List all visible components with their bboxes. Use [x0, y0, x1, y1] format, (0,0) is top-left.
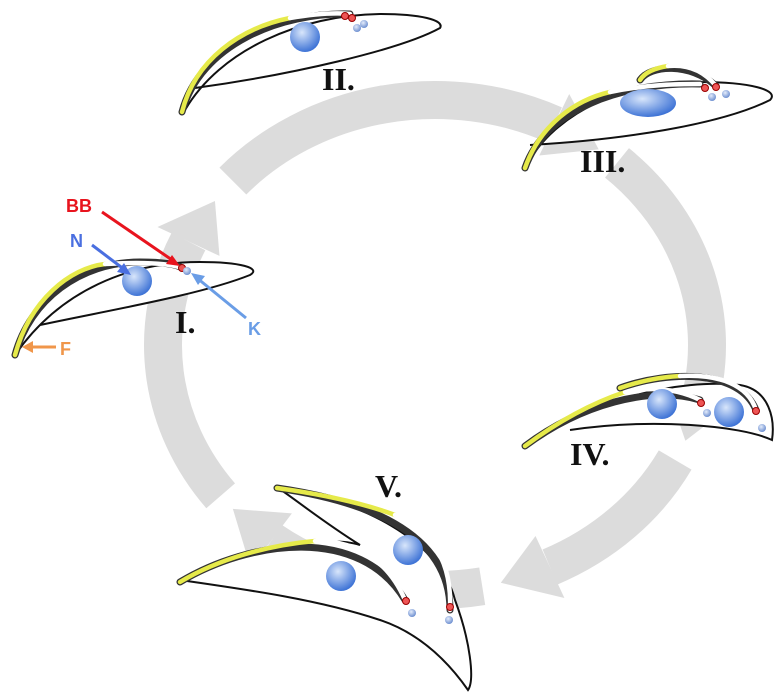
diagram: I. II. III. IV. V. BB N K F [0, 0, 775, 695]
basal-body [702, 85, 709, 92]
cell-1 [15, 262, 253, 355]
kinetoplast [360, 20, 368, 28]
basal-body [698, 400, 705, 407]
annotation-label: F [60, 339, 71, 359]
kinetoplast [703, 409, 711, 417]
basal-body [753, 408, 760, 415]
cycle-arrow [617, 163, 707, 396]
annotation-label: N [70, 231, 83, 251]
kinetoplast [722, 90, 730, 98]
kinetoplast [445, 616, 453, 624]
basal-body [403, 598, 410, 605]
nucleus [326, 561, 356, 591]
nucleus [620, 89, 676, 117]
kinetoplast [353, 24, 361, 32]
nucleus [290, 22, 320, 52]
nucleus [393, 535, 423, 565]
basal-body [713, 84, 720, 91]
cycle-arrows [157, 94, 734, 598]
stage-label: V. [375, 468, 402, 504]
annotation-label: K [248, 319, 261, 339]
stage-label: II. [322, 61, 355, 97]
stage-label: I. [175, 304, 195, 340]
kinetoplast [758, 424, 766, 432]
kinetoplast [708, 93, 716, 101]
kinetoplast [183, 267, 191, 275]
stage-label: IV. [570, 436, 609, 472]
cycle-arrow [233, 100, 554, 181]
cycle-arrow [550, 460, 675, 567]
cell-4 [525, 376, 773, 446]
basal-body [342, 13, 349, 20]
kinetoplast [408, 609, 416, 617]
nucleus [647, 389, 677, 419]
stage-label: III. [580, 143, 625, 179]
cell-5 [180, 486, 471, 690]
nucleus [714, 397, 744, 427]
basal-body [447, 604, 454, 611]
cell-body [180, 486, 471, 690]
annotation-label: BB [66, 196, 92, 216]
basal-body [349, 15, 356, 22]
annotation-arrow [102, 212, 175, 262]
